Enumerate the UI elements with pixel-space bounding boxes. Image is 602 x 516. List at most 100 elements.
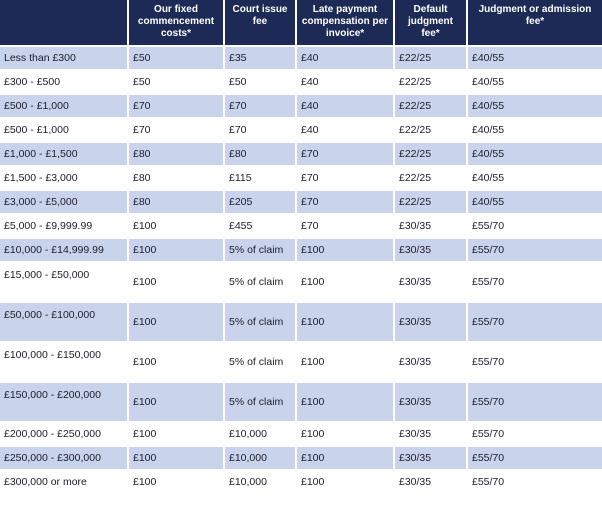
default-judgment-cell: £22/25 (394, 45, 468, 70)
header-judgment-admission-fee: Judgment or admission fee* (467, 0, 602, 46)
late-payment-cell: £70 (296, 189, 395, 214)
judgment-admission-cell: £55/70 (467, 261, 602, 302)
judgment-admission-cell: £55/70 (467, 381, 602, 422)
table-row: £500 - £1,000 £70 £70 £40 £22/25 £40/55 (0, 117, 602, 142)
table-row: £500 - £1,000 £70 £70 £40 £22/25 £40/55 (0, 93, 602, 118)
commencement-costs-cell: £70 (128, 117, 225, 142)
commencement-costs-cell: £70 (128, 93, 225, 118)
late-payment-cell: £70 (296, 141, 395, 166)
commencement-costs-cell: £100 (128, 381, 225, 422)
court-issue-fee-cell: 5% of claim (224, 381, 297, 422)
default-judgment-cell: £22/25 (394, 189, 468, 214)
judgment-admission-cell: £55/70 (467, 341, 602, 382)
header-commencement-costs: Our fixed commencement costs* (128, 0, 225, 46)
court-issue-fee-cell: £10,000 (224, 469, 297, 494)
table-body: Less than £300 £50 £35 £40 £22/25 £40/55 £300 … (0, 45, 602, 494)
claim-value-cell: £100,000 - £150,000 (0, 341, 129, 382)
default-judgment-cell: £22/25 (394, 165, 468, 190)
commencement-costs-cell: £80 (128, 189, 225, 214)
late-payment-cell: £40 (296, 117, 395, 142)
default-judgment-cell: £30/35 (394, 261, 468, 302)
late-payment-cell: £70 (296, 213, 395, 238)
claim-value-cell: £500 - £1,000 (0, 117, 129, 142)
judgment-admission-cell: £55/70 (467, 301, 602, 342)
table-row: Less than £300 £50 £35 £40 £22/25 £40/55 (0, 45, 602, 70)
table-row: £5,000 - £9,999.99 £100 £455 £70 £30/35 £55/7… (0, 213, 602, 238)
commencement-costs-cell: £100 (128, 445, 225, 470)
judgment-admission-cell: £40/55 (467, 141, 602, 166)
judgment-admission-cell: £40/55 (467, 189, 602, 214)
table-row: £15,000 - £50,000 £100 5% of claim £100 £30/… (0, 261, 602, 302)
claim-value-cell: £300 - £500 (0, 69, 129, 94)
late-payment-cell: £40 (296, 45, 395, 70)
table-row: £100,000 - £150,000 £100 5% of claim £100 £3… (0, 341, 602, 382)
court-issue-fee-cell: £70 (224, 93, 297, 118)
default-judgment-cell: £30/35 (394, 301, 468, 342)
header-late-payment-compensation: Late payment compensation per invoice* (296, 0, 395, 46)
late-payment-cell: £100 (296, 341, 395, 382)
claim-value-cell: £300,000 or more (0, 469, 129, 494)
court-issue-fee-cell: £10,000 (224, 421, 297, 446)
late-payment-cell: £100 (296, 445, 395, 470)
claim-value-cell: £50,000 - £100,000 (0, 301, 129, 342)
table-row: £3,000 - £5,000 £80 £205 £70 £22/25 £40/55 (0, 189, 602, 214)
table-row: £150,000 - £200,000 £100 5% of claim £100 £3… (0, 381, 602, 422)
default-judgment-cell: £30/35 (394, 213, 468, 238)
court-issue-fee-cell: £115 (224, 165, 297, 190)
default-judgment-cell: £30/35 (394, 341, 468, 382)
late-payment-cell: £100 (296, 469, 395, 494)
header-court-issue-fee: Court issue fee (224, 0, 297, 46)
judgment-admission-cell: £40/55 (467, 69, 602, 94)
claim-value-cell: £250,000 - £300,000 (0, 445, 129, 470)
judgment-admission-cell: £40/55 (467, 93, 602, 118)
table-row: £300,000 or more £100 £10,000 £100 £30/35 £55… (0, 469, 602, 494)
claim-value-cell: £1,000 - £1,500 (0, 141, 129, 166)
judgment-admission-cell: £55/70 (467, 445, 602, 470)
late-payment-cell: £70 (296, 165, 395, 190)
court-issue-fee-cell: £70 (224, 117, 297, 142)
claim-value-cell: £150,000 - £200,000 (0, 381, 129, 422)
default-judgment-cell: £22/25 (394, 117, 468, 142)
late-payment-cell: £100 (296, 421, 395, 446)
default-judgment-cell: £30/35 (394, 421, 468, 446)
court-issue-fee-cell: £35 (224, 45, 297, 70)
commencement-costs-cell: £100 (128, 301, 225, 342)
commencement-costs-cell: £50 (128, 45, 225, 70)
header-default-judgment-fee: Default judgment fee* (394, 0, 468, 46)
table-row: £10,000 - £14,999.99 £100 5% of claim £100 £… (0, 237, 602, 262)
court-issue-fee-cell: £80 (224, 141, 297, 166)
commencement-costs-cell: £80 (128, 141, 225, 166)
judgment-admission-cell: £40/55 (467, 165, 602, 190)
commencement-costs-cell: £50 (128, 69, 225, 94)
table-row: £1,500 - £3,000 £80 £115 £70 £22/25 £40/55 (0, 165, 602, 190)
header-claim-value (0, 0, 129, 46)
commencement-costs-cell: £100 (128, 237, 225, 262)
table-row: £200,000 - £250,000 £100 £10,000 £100 £30/35… (0, 421, 602, 446)
late-payment-cell: £100 (296, 261, 395, 302)
late-payment-cell: £100 (296, 301, 395, 342)
court-issue-fee-cell: 5% of claim (224, 261, 297, 302)
judgment-admission-cell: £40/55 (467, 45, 602, 70)
court-issue-fee-cell: £205 (224, 189, 297, 214)
default-judgment-cell: £30/35 (394, 445, 468, 470)
default-judgment-cell: £22/25 (394, 141, 468, 166)
court-issue-fee-cell: 5% of claim (224, 301, 297, 342)
table-row: £300 - £500 £50 £50 £40 £22/25 £40/55 (0, 69, 602, 94)
claim-value-cell: £15,000 - £50,000 (0, 261, 129, 302)
commencement-costs-cell: £100 (128, 213, 225, 238)
claim-value-cell: £500 - £1,000 (0, 93, 129, 118)
late-payment-cell: £100 (296, 381, 395, 422)
court-issue-fee-cell: 5% of claim (224, 237, 297, 262)
commencement-costs-cell: £100 (128, 421, 225, 446)
late-payment-cell: £40 (296, 93, 395, 118)
late-payment-cell: £40 (296, 69, 395, 94)
default-judgment-cell: £22/25 (394, 69, 468, 94)
default-judgment-cell: £30/35 (394, 381, 468, 422)
claim-value-cell: £200,000 - £250,000 (0, 421, 129, 446)
table-row: £1,000 - £1,500 £80 £80 £70 £22/25 £40/55 (0, 141, 602, 166)
court-issue-fee-cell: £455 (224, 213, 297, 238)
late-payment-cell: £100 (296, 237, 395, 262)
commencement-costs-cell: £100 (128, 261, 225, 302)
header-row: Our fixed commencement costs* Court issu… (0, 0, 602, 46)
judgment-admission-cell: £55/70 (467, 237, 602, 262)
